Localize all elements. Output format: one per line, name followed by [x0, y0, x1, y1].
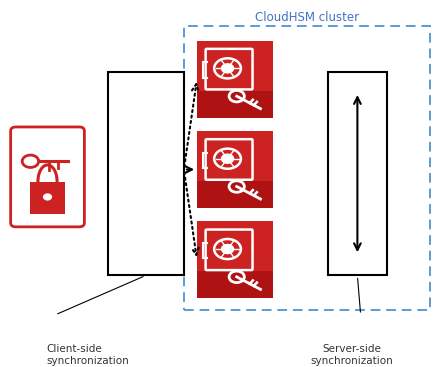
Bar [107, 72, 184, 276]
Bar [197, 272, 273, 298]
Circle shape [221, 244, 233, 254]
Bar [197, 131, 273, 208]
Text: Server-side
synchronization: Server-side synchronization [311, 345, 393, 366]
Circle shape [44, 194, 51, 200]
Bar [328, 72, 387, 276]
FancyBboxPatch shape [11, 127, 84, 227]
Text: Client-side
synchronization: Client-side synchronization [46, 345, 129, 366]
Bar [197, 91, 273, 118]
Bar [197, 181, 273, 208]
Bar [197, 221, 273, 298]
Circle shape [221, 154, 233, 163]
Text: CloudHSM cluster: CloudHSM cluster [255, 11, 359, 24]
Circle shape [221, 64, 233, 73]
Bar [30, 182, 65, 214]
Bar [197, 41, 273, 118]
